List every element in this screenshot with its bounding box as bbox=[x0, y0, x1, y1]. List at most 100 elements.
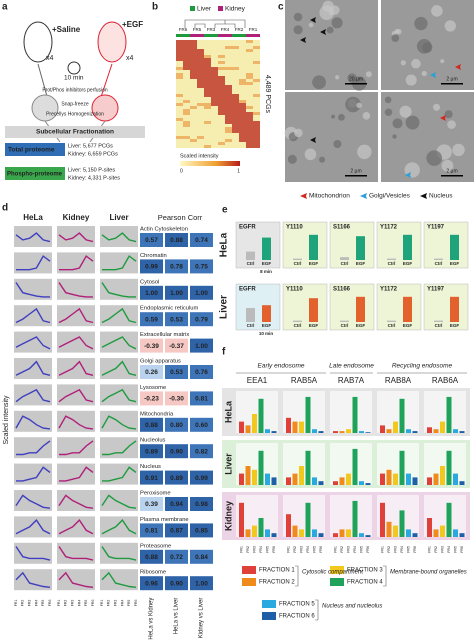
bar bbox=[365, 483, 371, 485]
corr-value: 0.26 bbox=[145, 369, 158, 376]
profile-line bbox=[101, 336, 137, 350]
row-name: Ribosome bbox=[140, 570, 166, 576]
heatmap-cell bbox=[246, 82, 253, 85]
heatmap-cell bbox=[176, 52, 183, 55]
plot-bg bbox=[100, 437, 138, 459]
condition-label: EGF bbox=[403, 323, 413, 328]
heatmap-cell bbox=[204, 73, 211, 76]
corr-cell bbox=[165, 497, 188, 511]
label: Total proteome bbox=[8, 147, 55, 154]
heatmap-cell bbox=[183, 58, 190, 61]
x-tick-label: FR6 bbox=[460, 546, 464, 553]
heatmap-cell bbox=[225, 88, 232, 91]
condition-label: EGF bbox=[403, 261, 413, 266]
legend-arrow bbox=[300, 193, 307, 199]
profile-line bbox=[59, 255, 94, 271]
em-texture bbox=[440, 59, 445, 64]
heatmap-cell bbox=[246, 121, 253, 124]
condition-label: Ctrl bbox=[294, 323, 302, 328]
profile-line bbox=[101, 360, 137, 376]
bar bbox=[252, 414, 257, 433]
comparison-label: HeLa vs Liver bbox=[174, 598, 180, 635]
em-texture bbox=[304, 148, 317, 161]
heatmap-cell bbox=[246, 145, 253, 148]
heatmap-cell bbox=[197, 67, 204, 70]
profile-line bbox=[58, 336, 94, 350]
profile-line bbox=[15, 571, 51, 589]
legend-swatch bbox=[330, 578, 344, 586]
x-tick-label: FR2 bbox=[21, 600, 25, 607]
bar bbox=[393, 525, 398, 537]
corr-cell bbox=[190, 549, 213, 564]
corr-value: -0.37 bbox=[169, 343, 184, 350]
x-tick-label: FR3 bbox=[114, 600, 118, 607]
heatmap-cell bbox=[253, 145, 260, 148]
heatmap-cell bbox=[225, 67, 232, 70]
bar bbox=[459, 481, 465, 485]
heatmap-cell bbox=[239, 82, 246, 85]
heatmap-cell bbox=[183, 43, 190, 46]
bar bbox=[271, 533, 277, 537]
corr-value: -0.23 bbox=[144, 396, 159, 403]
corr-cell bbox=[140, 391, 163, 406]
scale-bar-label: 2 µm bbox=[446, 168, 457, 174]
heatmap-cell bbox=[211, 88, 218, 91]
heatmap-cell bbox=[218, 106, 225, 109]
condition-label: EGF bbox=[450, 261, 460, 266]
arrowhead bbox=[310, 137, 316, 143]
protein-label: RAB5A bbox=[291, 376, 318, 385]
heatmap-cell bbox=[176, 58, 183, 61]
bar bbox=[265, 429, 270, 433]
heatmap-cell bbox=[211, 91, 218, 94]
bar bbox=[292, 473, 298, 485]
axis-title: Scaled intensity bbox=[3, 395, 10, 445]
x-tick-label: FR2 bbox=[107, 600, 111, 607]
profile-line bbox=[15, 546, 51, 561]
heatmap-cell bbox=[232, 124, 239, 127]
heatmap-cell bbox=[239, 112, 246, 115]
heatmap-cell bbox=[183, 100, 190, 103]
bar bbox=[434, 320, 443, 322]
heatmap-cell bbox=[246, 142, 253, 145]
heatmap-cell bbox=[176, 55, 183, 58]
heatmap-cell bbox=[197, 64, 204, 67]
corr-cell bbox=[165, 259, 188, 274]
x-tick-label: FR2 bbox=[340, 546, 344, 553]
target-label: Y1110 bbox=[286, 287, 303, 293]
label: Liver: 5,677 PCGs bbox=[68, 143, 113, 149]
bar bbox=[387, 258, 396, 260]
corr-cell bbox=[165, 417, 188, 432]
arrowhead bbox=[320, 29, 326, 35]
heatmap-cell bbox=[197, 49, 204, 52]
plot-bg bbox=[57, 437, 95, 459]
label: Kidney: 4,331 P-sites bbox=[68, 175, 120, 181]
x-tick-label: FR4 bbox=[77, 600, 81, 607]
heatmap-cell bbox=[190, 40, 197, 43]
x-tick-label: FR5 bbox=[127, 600, 131, 607]
bar bbox=[318, 533, 324, 537]
corr-value: 0.59 bbox=[145, 316, 158, 323]
bar bbox=[446, 450, 452, 485]
bar bbox=[339, 431, 345, 433]
heatmap-cell bbox=[218, 112, 225, 115]
heatmap-cell bbox=[176, 49, 183, 52]
heatmap-cell bbox=[232, 109, 239, 112]
heatmap-cell bbox=[183, 40, 190, 43]
corr-value: 0.88 bbox=[145, 422, 158, 429]
condition-label: EGF bbox=[309, 323, 319, 328]
corr-cell bbox=[190, 523, 213, 538]
row-label: Liver bbox=[219, 295, 230, 319]
bar bbox=[318, 431, 324, 433]
corr-cell bbox=[190, 576, 213, 591]
heatmap-cell bbox=[239, 127, 246, 130]
profile-line bbox=[15, 282, 50, 298]
heatmap-cell bbox=[239, 121, 246, 124]
heatmap-cell bbox=[176, 43, 183, 46]
profile-line bbox=[59, 440, 94, 456]
heatmap-cell bbox=[197, 61, 204, 64]
em-texture bbox=[384, 96, 392, 104]
bar bbox=[450, 234, 459, 260]
column-label: FR3 bbox=[207, 27, 216, 32]
plot-bg bbox=[14, 516, 52, 538]
heatmap-cell bbox=[190, 73, 197, 76]
